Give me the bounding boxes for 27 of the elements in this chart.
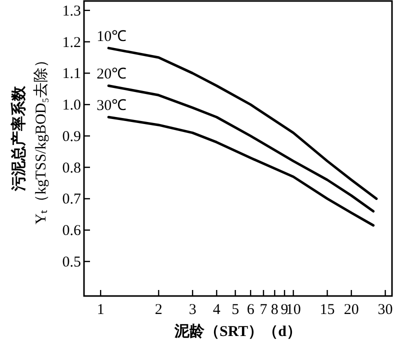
x-tick-label: 7 <box>260 302 268 318</box>
x-tick-label: 5 <box>232 302 240 318</box>
x-axis-title: 泥龄（SRT）（d） <box>174 323 302 340</box>
y-axis-title: 污泥总产率系数 Yₜ（kgTSS/kgBOD₅去除） <box>9 52 50 224</box>
y-tick-label: 1.0 <box>62 98 81 114</box>
y-tick-label: 0.7 <box>62 192 82 208</box>
x-tick-label: 9 <box>280 302 288 318</box>
y-tick-label: 0.6 <box>62 223 82 240</box>
y-tick-label: 1.3 <box>62 3 81 20</box>
y-tick-label: 0.9 <box>62 128 81 145</box>
x-tick-label: 2 <box>154 302 162 318</box>
x-tick-label: 20 <box>344 302 359 318</box>
y-tick-label: 0.5 <box>62 254 81 270</box>
series-label: 30℃ <box>96 98 127 114</box>
x-tick-label: 30 <box>378 302 393 318</box>
x-tick-label: 10 <box>286 302 301 318</box>
x-tick-label: 15 <box>320 302 335 318</box>
x-tick-label: 3 <box>188 302 196 318</box>
x-tick-label: 8 <box>270 302 278 318</box>
y-tick-label: 1.2 <box>62 34 81 51</box>
y-tick-label: 1.1 <box>62 66 81 82</box>
y-tick-label: 0.8 <box>62 160 81 176</box>
x-tick-label: 4 <box>212 302 221 318</box>
x-tick-label: 6 <box>246 302 255 318</box>
series-label: 20℃ <box>96 66 127 83</box>
series-label: 10℃ <box>96 29 127 46</box>
x-tick-label: 1 <box>96 302 104 318</box>
